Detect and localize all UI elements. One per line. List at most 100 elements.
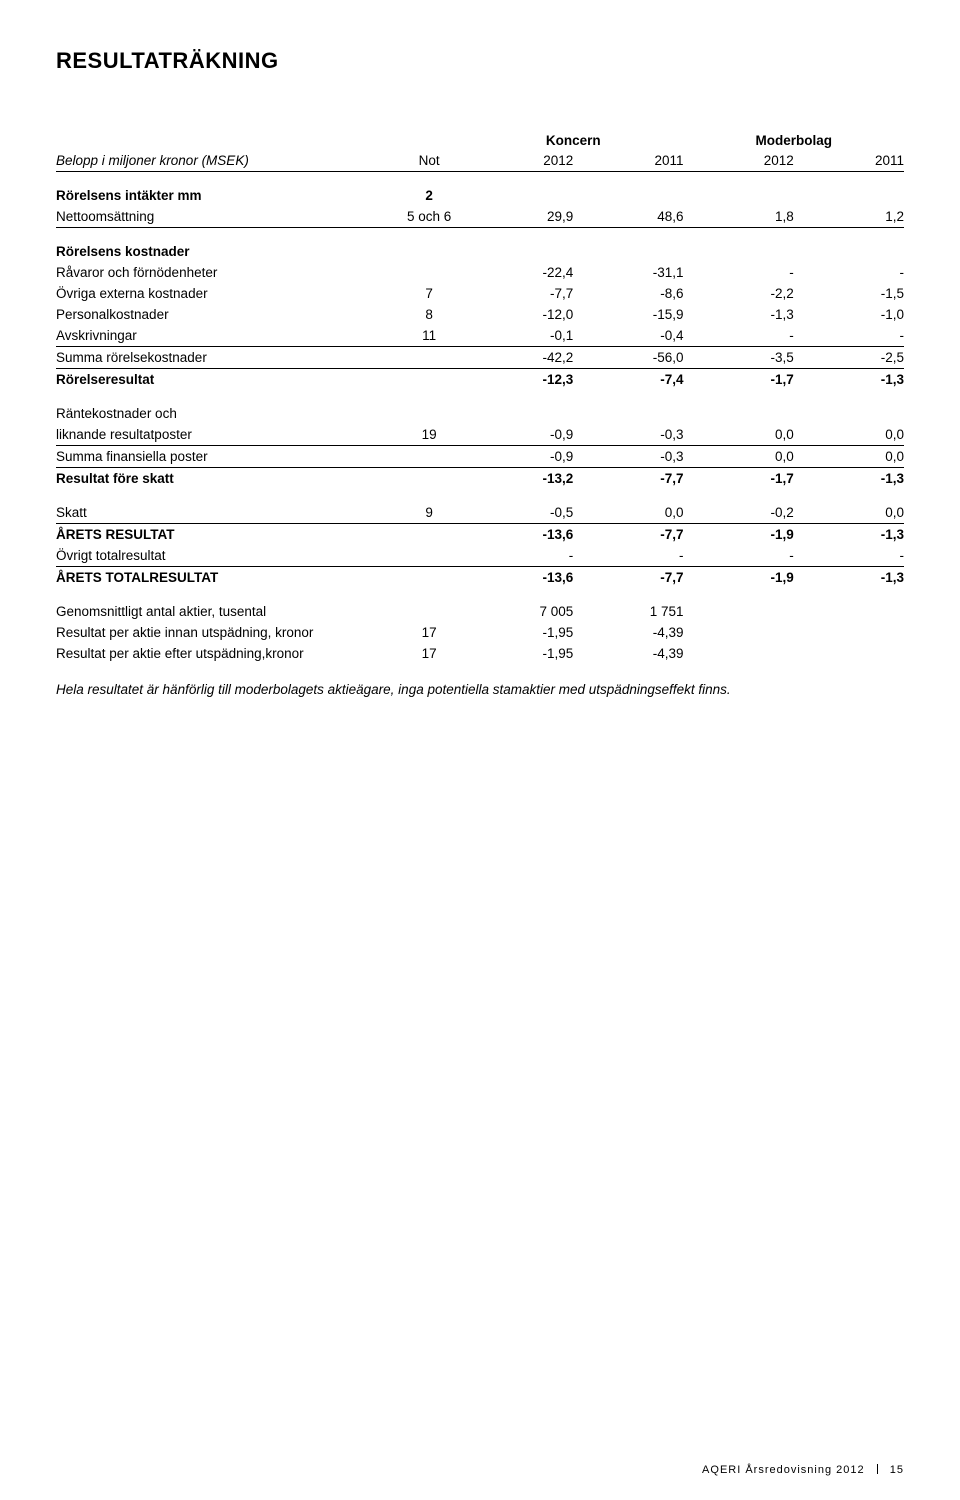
value-cell: 0,0 bbox=[684, 446, 794, 468]
value-cell: - bbox=[684, 262, 794, 283]
footer-page-number: 15 bbox=[890, 1464, 904, 1476]
value-cell: -7,7 bbox=[573, 567, 683, 589]
value-cell: -12,0 bbox=[463, 304, 573, 325]
value-cell: -56,0 bbox=[573, 347, 683, 369]
value-cell: -1,9 bbox=[684, 524, 794, 546]
value-cell: -4,39 bbox=[573, 622, 683, 643]
not-cell: 11 bbox=[395, 325, 463, 347]
value-cell: -1,3 bbox=[794, 567, 904, 589]
section-header: Rörelsens kostnader bbox=[56, 228, 395, 263]
value-cell: -4,39 bbox=[573, 643, 683, 664]
value-cell: -0,3 bbox=[573, 446, 683, 468]
group-header-koncern: Koncern bbox=[463, 130, 683, 150]
row-label: Summa finansiella poster bbox=[56, 446, 395, 468]
value-cell: -1,3 bbox=[794, 524, 904, 546]
value-cell: -1,3 bbox=[684, 304, 794, 325]
row-label: Genomsnittligt antal aktier, tusental bbox=[56, 588, 395, 622]
value-cell: - bbox=[463, 545, 573, 567]
not-cell: 17 bbox=[395, 622, 463, 643]
value-cell: -8,6 bbox=[573, 283, 683, 304]
year-col: 2012 bbox=[463, 150, 573, 172]
value-cell: 0,0 bbox=[794, 424, 904, 446]
value-cell: -13,2 bbox=[463, 468, 573, 490]
value-cell: - bbox=[794, 262, 904, 283]
year-col: 2011 bbox=[573, 150, 683, 172]
value-cell: -1,95 bbox=[463, 622, 573, 643]
not-cell: 17 bbox=[395, 643, 463, 664]
value-cell: -1,3 bbox=[794, 468, 904, 490]
row-label: ÅRETS TOTALRESULTAT bbox=[56, 567, 395, 589]
value-cell: -0,5 bbox=[463, 489, 573, 524]
value-cell: 1,8 bbox=[684, 206, 794, 228]
footnote-text: Hela resultatet är hänförlig till moderb… bbox=[56, 682, 904, 697]
value-cell: 0,0 bbox=[684, 424, 794, 446]
value-cell: -3,5 bbox=[684, 347, 794, 369]
row-label: Avskrivningar bbox=[56, 325, 395, 347]
group-header-moderbolag: Moderbolag bbox=[684, 130, 905, 150]
value-cell: -2,5 bbox=[794, 347, 904, 369]
row-label: Övriga externa kostnader bbox=[56, 283, 395, 304]
row-label: Personalkostnader bbox=[56, 304, 395, 325]
value-cell: -12,3 bbox=[463, 369, 573, 391]
not-cell: 19 bbox=[395, 424, 463, 446]
value-cell: -2,2 bbox=[684, 283, 794, 304]
value-cell: 0,0 bbox=[573, 489, 683, 524]
value-cell: 7 005 bbox=[463, 588, 573, 622]
row-label: Resultat före skatt bbox=[56, 468, 395, 490]
value-cell: -31,1 bbox=[573, 262, 683, 283]
not-cell: 8 bbox=[395, 304, 463, 325]
value-cell: -13,6 bbox=[463, 567, 573, 589]
row-label: Nettoomsättning bbox=[56, 206, 395, 228]
not-cell: 2 bbox=[395, 172, 463, 207]
not-cell: 7 bbox=[395, 283, 463, 304]
income-statement-table: Koncern Moderbolag Belopp i miljoner kro… bbox=[56, 130, 904, 664]
row-label-header: Belopp i miljoner kronor (MSEK) bbox=[56, 150, 395, 172]
value-cell: -22,4 bbox=[463, 262, 573, 283]
footer-text: AQERI Årsredovisning 2012 bbox=[702, 1464, 865, 1476]
value-cell: -0,9 bbox=[463, 424, 573, 446]
footer-separator bbox=[877, 1464, 878, 1474]
section-header: Rörelsens intäkter mm bbox=[56, 172, 395, 207]
not-header: Not bbox=[395, 150, 463, 172]
value-cell: -0,9 bbox=[463, 446, 573, 468]
value-cell: 48,6 bbox=[573, 206, 683, 228]
year-col: 2011 bbox=[794, 150, 904, 172]
value-cell: -7,7 bbox=[573, 468, 683, 490]
value-cell: 0,0 bbox=[794, 489, 904, 524]
row-label: Resultat per aktie innan utspädning, kro… bbox=[56, 622, 395, 643]
value-cell: -1,9 bbox=[684, 567, 794, 589]
row-label: Övrigt totalresultat bbox=[56, 545, 395, 567]
year-col: 2012 bbox=[684, 150, 794, 172]
value-cell: -1,7 bbox=[684, 468, 794, 490]
value-cell: -7,4 bbox=[573, 369, 683, 391]
value-cell: -1,5 bbox=[794, 283, 904, 304]
value-cell: 1,2 bbox=[794, 206, 904, 228]
row-label: Resultat per aktie efter utspädning,kron… bbox=[56, 643, 395, 664]
value-cell: -0,1 bbox=[463, 325, 573, 347]
value-cell: -1,3 bbox=[794, 369, 904, 391]
value-cell: 1 751 bbox=[573, 588, 683, 622]
value-cell: - bbox=[684, 325, 794, 347]
value-cell: 29,9 bbox=[463, 206, 573, 228]
page-title: RESULTATRÄKNING bbox=[56, 48, 904, 74]
not-cell: 9 bbox=[395, 489, 463, 524]
row-label: Summa rörelsekostnader bbox=[56, 347, 395, 369]
row-label: Råvaror och förnödenheter bbox=[56, 262, 395, 283]
value-cell: -7,7 bbox=[573, 524, 683, 546]
value-cell: -1,95 bbox=[463, 643, 573, 664]
value-cell: -13,6 bbox=[463, 524, 573, 546]
value-cell: -1,0 bbox=[794, 304, 904, 325]
value-cell: -0,4 bbox=[573, 325, 683, 347]
row-label: Rörelseresultat bbox=[56, 369, 395, 391]
row-label: liknande resultatposter bbox=[56, 424, 395, 446]
value-cell: -15,9 bbox=[573, 304, 683, 325]
value-cell: - bbox=[684, 545, 794, 567]
value-cell: -42,2 bbox=[463, 347, 573, 369]
value-cell: -0,2 bbox=[684, 489, 794, 524]
not-cell: 5 och 6 bbox=[395, 206, 463, 228]
not-cell bbox=[395, 262, 463, 283]
value-cell: 0,0 bbox=[794, 446, 904, 468]
row-label: Räntekostnader och bbox=[56, 390, 395, 424]
value-cell: -0,3 bbox=[573, 424, 683, 446]
not-cell bbox=[395, 347, 463, 369]
